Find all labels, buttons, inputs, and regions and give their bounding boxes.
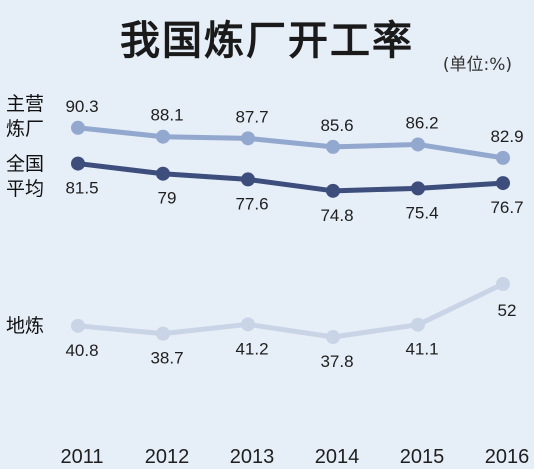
- data-point-0-2: [241, 131, 255, 146]
- data-label-1-3: 74.8: [320, 206, 353, 225]
- data-point-1-4: [411, 181, 425, 196]
- unit-label: (单位:%): [442, 55, 512, 75]
- data-point-1-1: [156, 166, 170, 181]
- data-label-2-5: 52: [498, 301, 517, 320]
- data-label-1-1: 79: [158, 189, 177, 208]
- data-point-0-5: [496, 150, 510, 165]
- data-point-0-1: [156, 129, 170, 144]
- data-label-0-3: 85.6: [320, 116, 353, 135]
- data-label-2-2: 41.2: [235, 339, 268, 358]
- series-name-1-1: 平均: [6, 178, 44, 200]
- data-label-0-5: 82.9: [490, 127, 523, 146]
- data-label-0-0: 90.3: [65, 97, 98, 116]
- data-point-2-0: [71, 318, 85, 333]
- data-point-0-3: [326, 139, 340, 154]
- x-tick-label-3: 2014: [315, 446, 360, 468]
- data-label-0-4: 86.2: [405, 113, 438, 132]
- data-label-1-4: 75.4: [405, 203, 438, 222]
- data-label-2-3: 37.8: [320, 352, 353, 371]
- data-point-1-2: [241, 172, 255, 187]
- data-label-2-4: 41.1: [405, 340, 438, 359]
- series-name-2-0: 地炼: [6, 315, 44, 337]
- x-tick-label-5: 2016: [485, 446, 530, 468]
- x-tick-label-4: 2015: [400, 446, 445, 468]
- series-line-0: [77, 125, 504, 161]
- data-point-2-4: [411, 317, 425, 332]
- data-point-0-0: [71, 120, 85, 135]
- data-label-2-1: 38.7: [150, 349, 183, 368]
- data-point-0-4: [411, 137, 425, 152]
- data-label-1-2: 77.6: [235, 194, 268, 213]
- chart-title: 我国炼厂开工率: [120, 17, 414, 64]
- data-label-0-1: 88.1: [150, 106, 183, 125]
- data-label-0-2: 87.7: [235, 107, 268, 126]
- data-point-1-3: [326, 183, 340, 198]
- data-point-1-0: [71, 156, 85, 171]
- data-point-1-5: [496, 176, 510, 191]
- data-label-1-0: 81.5: [65, 179, 98, 198]
- series-line-2: [77, 281, 505, 340]
- data-point-2-1: [156, 326, 170, 341]
- x-tick-label-1: 2012: [145, 446, 190, 468]
- x-tick-label-2: 2013: [230, 446, 275, 468]
- series-name-1-0: 全国: [6, 153, 44, 175]
- x-tick-label-0: 2011: [60, 446, 103, 468]
- series-line-1: [77, 161, 504, 194]
- data-point-2-5: [496, 277, 510, 291]
- series-name-0-0: 主营: [6, 93, 44, 115]
- series-name-0-1: 炼厂: [6, 118, 44, 140]
- data-label-1-5: 76.7: [490, 198, 523, 217]
- data-point-2-2: [241, 317, 255, 332]
- data-point-2-3: [326, 330, 340, 345]
- data-label-2-0: 40.8: [65, 341, 98, 360]
